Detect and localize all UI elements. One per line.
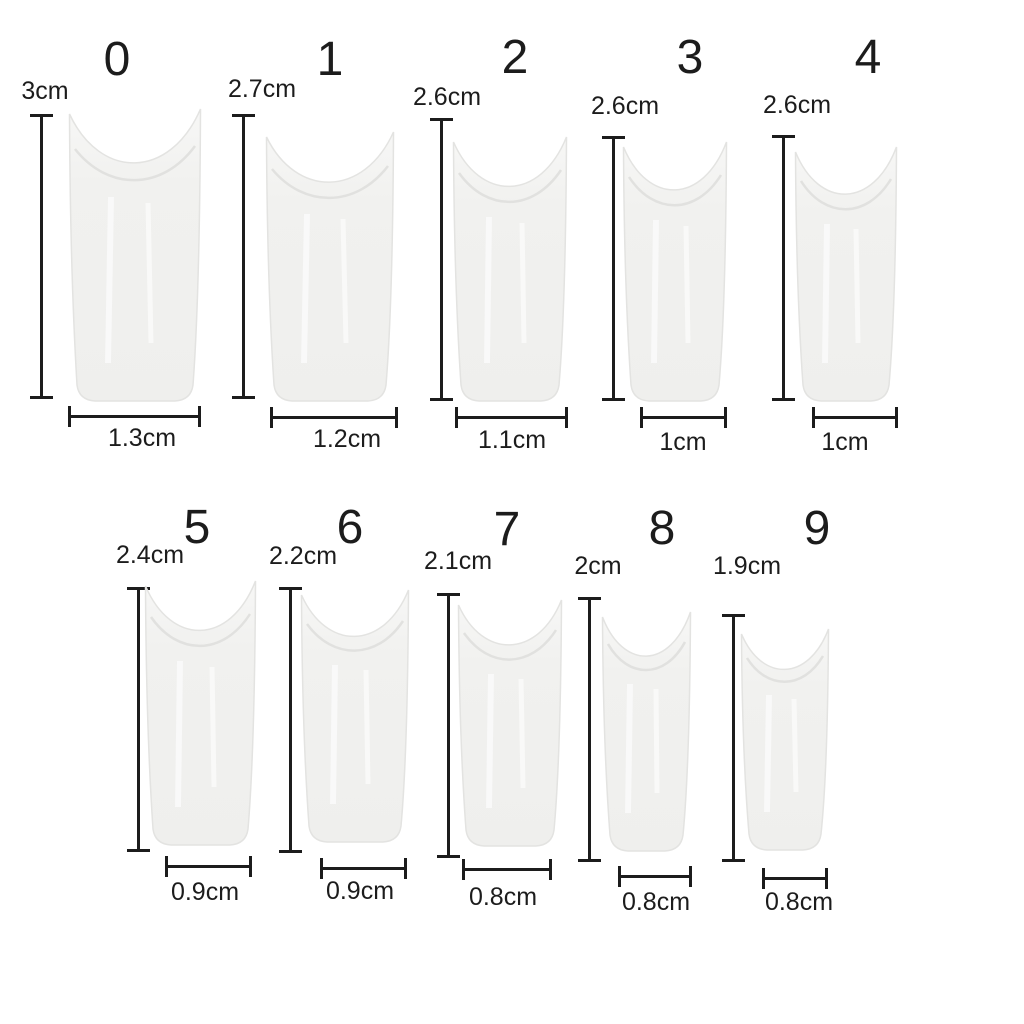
width-label: 0.9cm — [325, 877, 395, 905]
width-measure-line — [455, 407, 568, 428]
width-measure-line — [762, 868, 828, 889]
length-label: 2.6cm — [590, 92, 660, 120]
nail-tip-illustration — [601, 611, 692, 852]
length-measure-line — [279, 587, 302, 853]
length-measure-line — [232, 114, 255, 399]
size-number-label: 3 — [676, 31, 704, 84]
length-label: 1.9cm — [712, 552, 782, 580]
width-label: 1cm — [659, 428, 707, 456]
length-label: 2.6cm — [412, 83, 482, 111]
width-label: 0.8cm — [764, 888, 834, 916]
width-measure-line — [618, 866, 692, 887]
width-label: 1.3cm — [107, 424, 177, 452]
width-measure-line — [640, 407, 727, 428]
length-measure-line — [437, 593, 460, 858]
size-number-label: 8 — [648, 502, 676, 555]
nail-tip-illustration — [452, 136, 568, 402]
length-label: 2.2cm — [268, 542, 338, 570]
length-measure-line — [772, 135, 795, 401]
width-measure-line — [270, 407, 398, 428]
width-label: 0.9cm — [170, 878, 240, 906]
length-label: 3cm — [21, 77, 69, 105]
width-label: 1.2cm — [312, 425, 382, 453]
nail-tip-illustration — [457, 599, 563, 847]
nail-tip-illustration — [144, 580, 257, 846]
size-number-label: 4 — [854, 31, 882, 84]
width-measure-line — [165, 856, 252, 877]
width-measure-line — [812, 407, 898, 428]
width-label: 0.8cm — [621, 888, 691, 916]
length-label: 2.1cm — [423, 547, 493, 575]
width-measure-line — [68, 406, 201, 427]
nail-tip-illustration — [68, 108, 202, 402]
width-label: 1cm — [821, 428, 869, 456]
length-measure-line — [127, 587, 150, 852]
nail-tip-illustration — [622, 141, 728, 402]
length-label: 2cm — [574, 552, 622, 580]
width-label: 1.1cm — [477, 426, 547, 454]
length-label: 2.7cm — [227, 75, 297, 103]
width-measure-line — [462, 859, 552, 880]
length-measure-line — [430, 118, 453, 401]
length-label: 2.4cm — [115, 541, 185, 569]
length-measure-line — [722, 614, 745, 862]
nail-tip-illustration — [300, 589, 410, 843]
width-label: 0.8cm — [468, 883, 538, 911]
nail-tip-illustration — [740, 628, 830, 851]
size-number-label: 7 — [493, 503, 521, 556]
size-number-label: 5 — [183, 501, 211, 554]
length-measure-line — [578, 597, 601, 862]
size-number-label: 2 — [501, 31, 529, 84]
length-measure-line — [30, 114, 53, 399]
size-number-label: 6 — [336, 501, 364, 554]
nail-tip-illustration — [265, 131, 395, 402]
length-label: 2.6cm — [762, 91, 832, 119]
length-measure-line — [602, 136, 625, 401]
size-number-label: 1 — [316, 33, 344, 86]
size-number-label: 0 — [103, 33, 131, 86]
size-number-label: 9 — [803, 502, 831, 555]
nail-tip-illustration — [794, 146, 898, 402]
width-measure-line — [320, 858, 407, 879]
